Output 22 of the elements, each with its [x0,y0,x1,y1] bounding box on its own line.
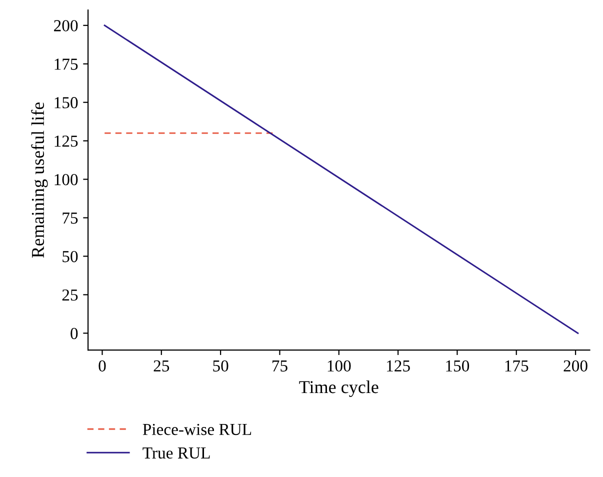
x-tick-label: 200 [564,360,588,372]
x-tick-label: 100 [328,360,351,372]
legend-label: True RUL [142,448,210,459]
x-tick-label: 150 [446,360,470,372]
y-tick-label: 150 [54,97,78,108]
y-tick-label: 0 [70,328,78,340]
x-tick-label: 0 [98,360,106,372]
y-tick-label: 175 [54,58,78,70]
y-tick-label: 25 [62,289,78,301]
x-tick-label: 50 [213,360,228,372]
x-tick-label: 125 [387,360,410,372]
y-tick-label: 125 [54,136,78,147]
legend-label: Piece-wise RUL [142,424,252,436]
x-tick-label: 75 [272,360,288,372]
y-tick-label: 50 [62,250,78,262]
x-tick-label: 25 [154,360,170,372]
x-axis-title: Time cycle [299,380,378,397]
y-tick-label: 200 [54,20,78,32]
x-tick-label: 175 [505,360,528,372]
y-tick-label: 75 [62,212,78,224]
y-axis-title: Remaining useful life [31,102,48,258]
y-tick-label: 100 [54,174,78,186]
